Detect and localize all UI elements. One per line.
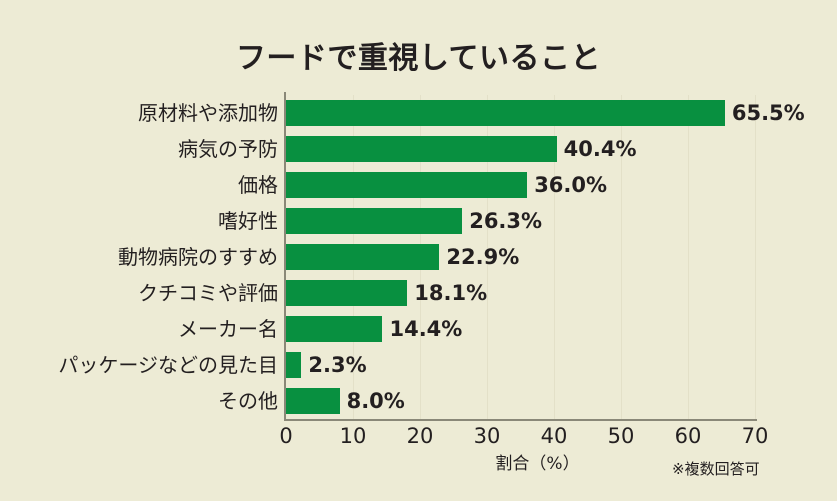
x-tick-label: 50: [607, 424, 635, 448]
chart-footnote: ※複数回答可: [672, 460, 760, 478]
bar-row: 2.3%: [286, 347, 755, 383]
category-label-text: 嗜好性: [218, 209, 278, 233]
x-tick-label: 0: [279, 424, 293, 448]
bar-value-label: 26.3%: [469, 209, 543, 233]
gridline: [554, 95, 555, 419]
category-label-text: その他: [218, 389, 278, 413]
category-label-text: 動物病院のすすめ: [118, 245, 278, 269]
category-label-text: メーカー名: [178, 317, 278, 341]
x-axis-tick-labels: 0 10 20 30 40 50 60 70: [0, 424, 837, 452]
bar-value-label: 22.9%: [446, 245, 520, 269]
bar: [286, 100, 725, 126]
bar-row: 40.4%: [286, 131, 755, 167]
bar-value-label: 65.5%: [731, 101, 805, 125]
category-label: 価格: [10, 167, 278, 203]
bar-value-label: 8.0%: [346, 389, 405, 413]
x-axis-label-text: 割合（%）: [495, 454, 580, 474]
x-tick-label: 60: [674, 424, 702, 448]
bar: [286, 388, 340, 414]
category-label-text: 価格: [238, 173, 278, 197]
category-label: 病気の予防: [10, 131, 278, 167]
category-label: 動物病院のすすめ: [10, 239, 278, 275]
gridline: [688, 95, 689, 419]
bar-row: 36.0%: [286, 167, 755, 203]
x-tick-label: 70: [741, 424, 769, 448]
category-label-text: パッケージなどの見た目: [58, 353, 278, 377]
bar: [286, 172, 528, 198]
bar-row: 18.1%: [286, 275, 755, 311]
category-label: 原材料や添加物: [10, 95, 278, 131]
bar-row: 14.4%: [286, 311, 755, 347]
bar: [286, 208, 463, 234]
bar-row: 26.3%: [286, 203, 755, 239]
bar: [286, 244, 440, 270]
category-label: その他: [10, 383, 278, 419]
gridline: [621, 95, 622, 419]
bar: [286, 280, 408, 306]
bar-row: 8.0%: [286, 383, 755, 419]
x-axis-line: [284, 419, 757, 421]
category-label-text: 原材料や添加物: [138, 101, 278, 125]
gridline: [487, 95, 488, 419]
x-axis-label: 割合（%）: [0, 449, 837, 474]
category-axis-labels: 原材料や添加物病気の予防価格嗜好性動物病院のすすめクチコミや評価メーカー名パッケ…: [10, 95, 278, 419]
gridline: [755, 95, 756, 419]
bar-row: 65.5%: [286, 95, 805, 131]
bar-value-label: 14.4%: [389, 317, 463, 341]
bar-value-label: 36.0%: [534, 173, 608, 197]
bar-value-label: 40.4%: [563, 137, 637, 161]
chart-title: フードで重視していること: [235, 41, 602, 76]
bar-value-label: 18.1%: [414, 281, 488, 305]
x-tick-label: 30: [473, 424, 501, 448]
category-label: メーカー名: [10, 311, 278, 347]
category-label: クチコミや評価: [10, 275, 278, 311]
category-label-text: クチコミや評価: [138, 281, 278, 305]
category-label: パッケージなどの見た目: [10, 347, 278, 383]
bar: [286, 136, 557, 162]
bar-row: 22.9%: [286, 239, 755, 275]
category-label-text: 病気の予防: [178, 137, 278, 161]
x-tick-label: 10: [339, 424, 367, 448]
bar-value-label: 2.3%: [308, 353, 367, 377]
x-tick-label: 20: [406, 424, 434, 448]
y-axis-line: [284, 92, 286, 421]
bar: [286, 316, 383, 342]
plot-area: 65.5% 40.4% 36.0% 26.3% 22.9% 18.1% 14.4% 2.3% 8…: [286, 95, 805, 419]
category-label: 嗜好性: [10, 203, 278, 239]
bar: [286, 352, 302, 378]
x-tick-label: 40: [540, 424, 568, 448]
